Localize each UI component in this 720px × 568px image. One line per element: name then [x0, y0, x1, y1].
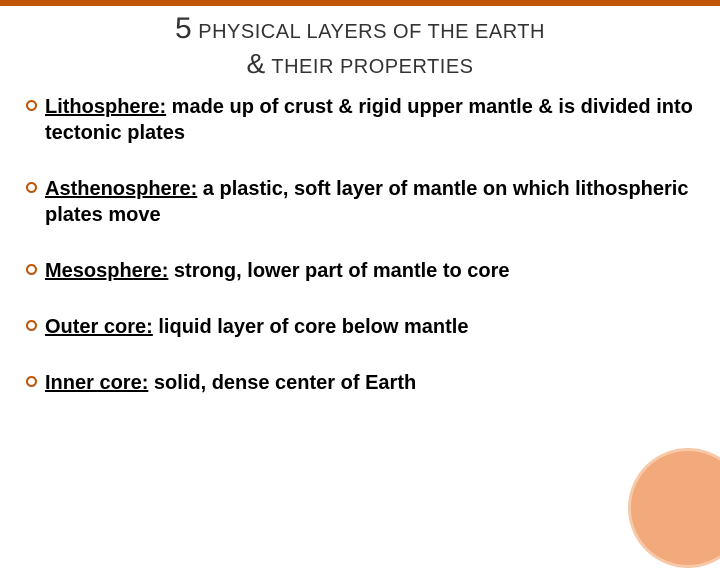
bullet-icon: [26, 182, 37, 193]
term-label: Outer core:: [45, 316, 153, 338]
bullet-icon: [26, 320, 37, 331]
bullet-icon: [26, 376, 37, 387]
list-item: Mesosphere: strong, lower part of mantle…: [26, 258, 694, 284]
bullet-icon: [26, 264, 37, 275]
term-description: liquid layer of core below mantle: [153, 316, 469, 338]
title-line1-text: PHYSICAL LAYERS OF THE EARTH: [192, 21, 545, 43]
term-description: strong, lower part of mantle to core: [168, 260, 509, 282]
title-line-2: & THEIR PROPERTIES: [60, 48, 660, 80]
list-item: Asthenosphere: a plastic, soft layer of …: [26, 176, 694, 228]
term-label: Asthenosphere:: [45, 178, 197, 200]
bullet-icon: [26, 100, 37, 111]
list-item: Inner core: solid, dense center of Earth: [26, 370, 694, 396]
list-item: Outer core: liquid layer of core below m…: [26, 314, 694, 340]
term-label: Inner core:: [45, 372, 148, 394]
term-label: Mesosphere:: [45, 260, 168, 282]
decorative-circle-icon: [628, 448, 720, 568]
title-line-1: 5 PHYSICAL LAYERS OF THE EARTH: [60, 12, 660, 46]
title-ampersand: &: [247, 48, 266, 79]
slide-title: 5 PHYSICAL LAYERS OF THE EARTH & THEIR P…: [0, 6, 720, 80]
list-item-text: Lithosphere: made up of crust & rigid up…: [45, 94, 694, 146]
list-item-text: Inner core: solid, dense center of Earth: [45, 370, 694, 396]
term-description: solid, dense center of Earth: [148, 372, 416, 394]
title-line2-text: THEIR PROPERTIES: [266, 56, 474, 78]
list-item-text: Mesosphere: strong, lower part of mantle…: [45, 258, 694, 284]
term-label: Lithosphere:: [45, 96, 166, 118]
list-item: Lithosphere: made up of crust & rigid up…: [26, 94, 694, 146]
bullet-list: Lithosphere: made up of crust & rigid up…: [0, 80, 720, 396]
list-item-text: Asthenosphere: a plastic, soft layer of …: [45, 176, 694, 228]
list-item-text: Outer core: liquid layer of core below m…: [45, 314, 694, 340]
title-numeral: 5: [175, 12, 192, 45]
